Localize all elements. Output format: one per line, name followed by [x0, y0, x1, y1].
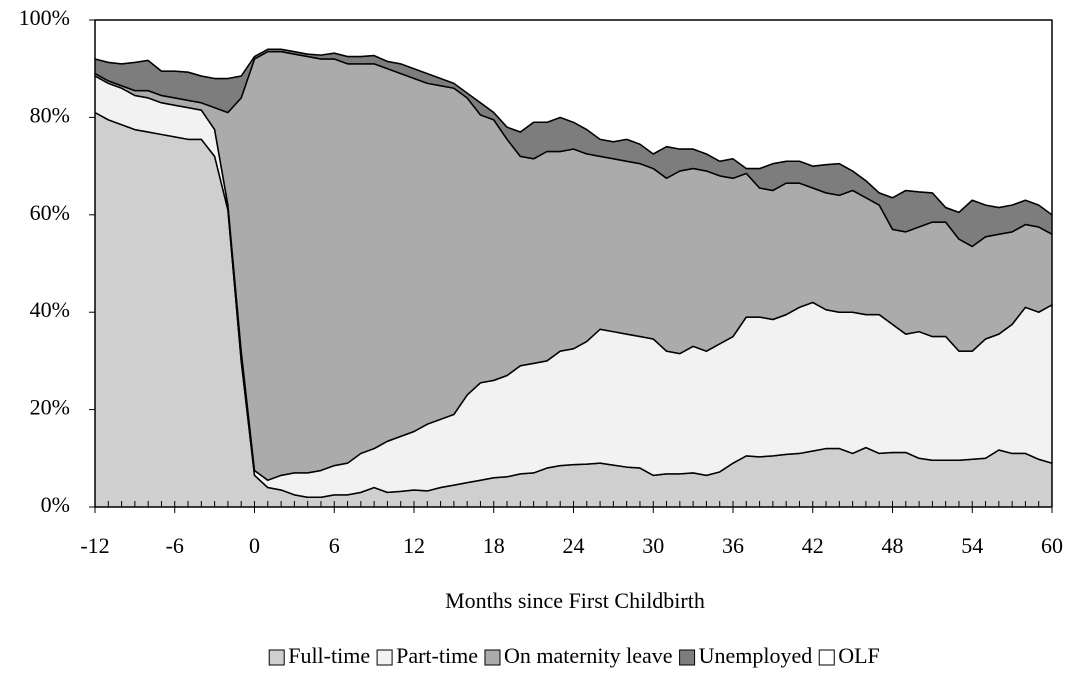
x-tick-label: 24	[563, 533, 585, 558]
legend-swatch	[268, 649, 285, 666]
legend-label: Part-time	[396, 643, 478, 668]
x-tick-label: -12	[80, 533, 109, 558]
x-tick-label: 60	[1041, 533, 1063, 558]
legend-swatch	[818, 649, 835, 666]
x-tick-label: 6	[329, 533, 340, 558]
legend-swatch	[484, 649, 501, 666]
y-tick-label: 60%	[30, 200, 70, 225]
y-tick-label: 80%	[30, 102, 70, 127]
x-tick-label: 36	[722, 533, 744, 558]
y-tick-label: 100%	[19, 5, 70, 30]
x-tick-label: 54	[961, 533, 983, 558]
legend-label: OLF	[838, 643, 880, 668]
x-tick-label: 30	[642, 533, 664, 558]
x-tick-label: 18	[483, 533, 505, 558]
legend-swatch	[376, 649, 393, 666]
legend-label: On maternity leave	[504, 643, 673, 668]
x-tick-label: 48	[882, 533, 904, 558]
x-axis-title: Months since First Childbirth	[445, 588, 705, 613]
y-tick-label: 40%	[30, 297, 70, 322]
legend-swatch	[679, 649, 696, 666]
legend-label: Full-time	[288, 643, 370, 668]
x-tick-label: -6	[166, 533, 184, 558]
y-tick-label: 0%	[41, 492, 70, 517]
x-tick-label: 12	[403, 533, 425, 558]
x-tick-label: 42	[802, 533, 824, 558]
x-tick-label: 0	[249, 533, 260, 558]
legend-label: Unemployed	[699, 643, 813, 668]
y-tick-label: 20%	[30, 395, 70, 420]
